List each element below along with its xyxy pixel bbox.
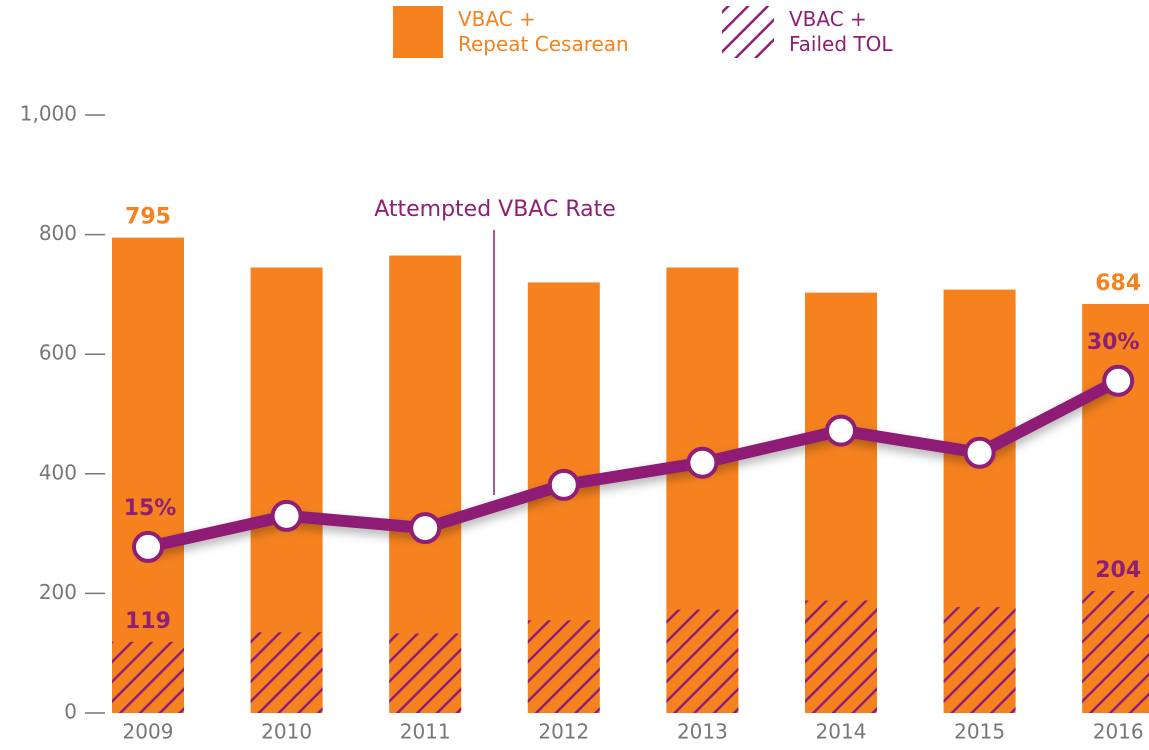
bar — [250, 632, 323, 713]
data-label: 204 — [1095, 558, 1141, 583]
point — [686, 446, 719, 479]
point — [825, 414, 857, 447]
data-label: 684 — [1095, 271, 1141, 296]
x-tick-label: 2010 — [261, 720, 312, 744]
legend-swatch — [722, 6, 774, 58]
data-label: 15% — [124, 496, 177, 521]
y-tick-label: 400 — [39, 460, 77, 484]
x-tick-label: 2013 — [677, 720, 728, 744]
point — [963, 436, 996, 469]
y-tick-label: 0 — [64, 700, 77, 724]
bar — [389, 633, 462, 713]
x-tick-label: 2014 — [816, 720, 867, 744]
y-tick-label: 600 — [39, 341, 77, 365]
x-tick-label: 2012 — [538, 720, 589, 744]
point — [409, 512, 442, 545]
legend-label: VBAC + Failed TOL — [789, 7, 893, 56]
point — [270, 499, 303, 532]
bar — [943, 607, 1016, 713]
x-tick-label: 2009 — [123, 720, 174, 744]
legend-swatch — [393, 6, 443, 58]
legend-label: VBAC + Repeat Cesarean — [458, 7, 629, 56]
y-tick-label: 800 — [39, 221, 77, 245]
bar — [112, 641, 184, 713]
annotation: Attempted VBAC Rate — [374, 197, 616, 222]
data-label: 30% — [1087, 330, 1140, 355]
bar — [1082, 591, 1149, 713]
bar — [527, 620, 600, 713]
y-tick-label: 1,000 — [20, 102, 77, 126]
point — [132, 530, 164, 563]
bar — [805, 600, 877, 713]
data-label: 795 — [125, 205, 171, 230]
x-tick-label: 2016 — [1093, 720, 1144, 744]
point — [547, 468, 580, 501]
line — [146, 375, 1121, 553]
data-label: 119 — [125, 609, 171, 634]
bar — [666, 609, 739, 713]
bar — [112, 237, 184, 713]
point — [1102, 364, 1135, 397]
x-tick-label: 2011 — [400, 720, 451, 744]
y-tick-label: 200 — [39, 580, 77, 604]
x-tick-label: 2015 — [954, 720, 1005, 744]
